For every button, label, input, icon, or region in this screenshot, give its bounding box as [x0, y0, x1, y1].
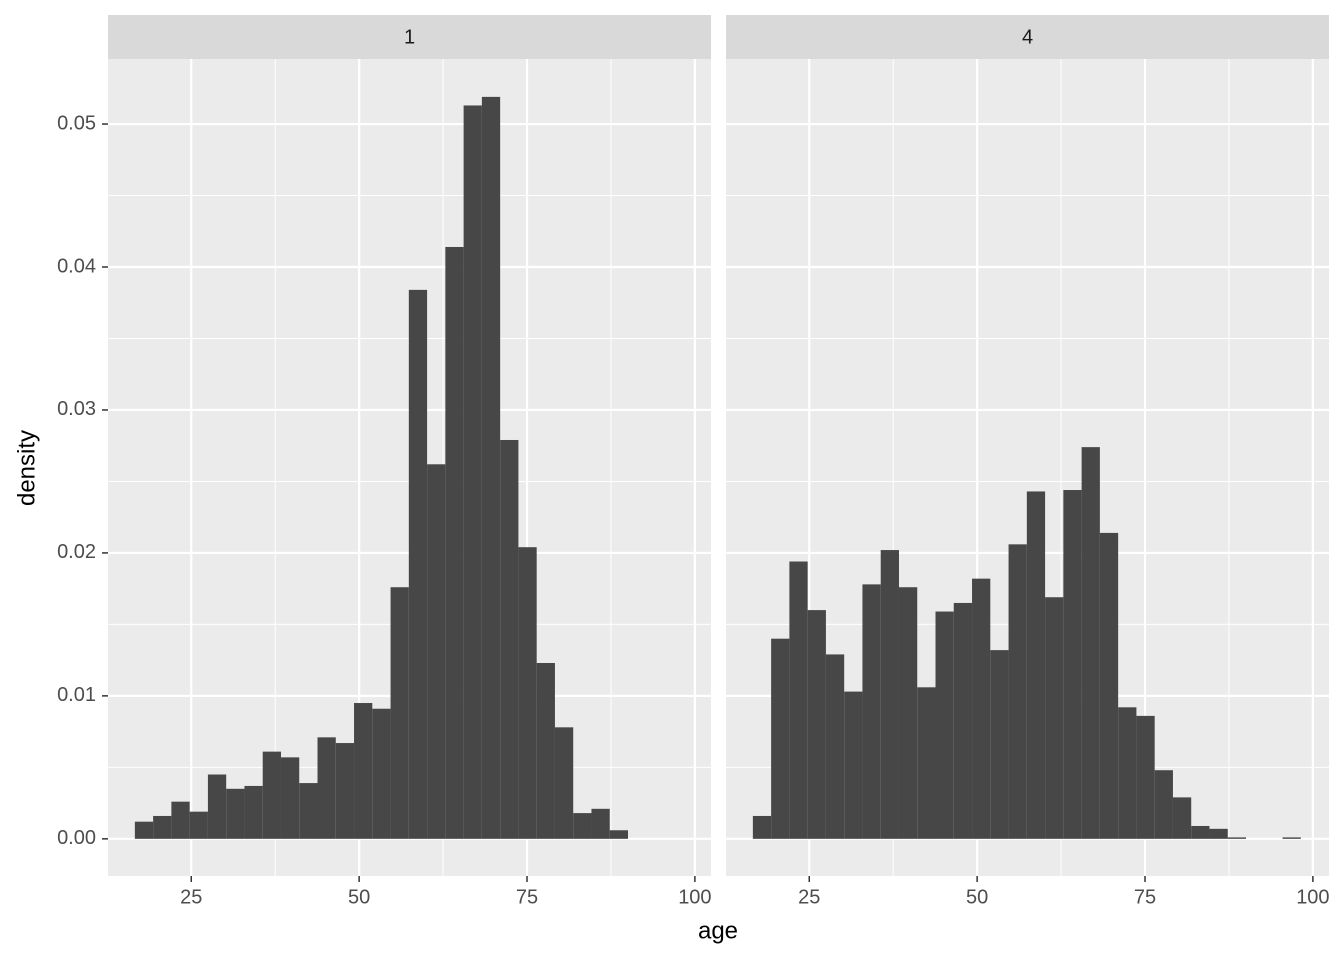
bar [189, 811, 208, 839]
x-tick-label: 25 [798, 886, 820, 908]
x-tick-label: 50 [966, 886, 988, 908]
bar [390, 587, 409, 839]
bar [153, 815, 172, 839]
bar [1209, 828, 1228, 839]
bar [953, 602, 973, 839]
bar [280, 757, 300, 839]
bar [789, 561, 808, 839]
x-tick-label: 75 [516, 886, 538, 908]
bar [408, 289, 428, 839]
bar [500, 439, 519, 839]
bar [463, 105, 482, 839]
y-axis-title: density [13, 430, 40, 506]
bar [262, 751, 281, 839]
bar [554, 727, 574, 839]
bar [752, 815, 772, 839]
bar [1282, 837, 1301, 839]
bar [609, 830, 629, 839]
x-tick-label: 100 [678, 886, 711, 908]
strip-label: 4 [1022, 26, 1033, 48]
bar [354, 703, 373, 839]
bar [427, 464, 446, 839]
bar [972, 578, 991, 839]
bar [1136, 715, 1155, 839]
bar [1191, 825, 1210, 839]
bar [825, 654, 845, 839]
y-tick-label: 0.04 [57, 255, 96, 277]
bar [807, 610, 826, 839]
bar [317, 737, 336, 839]
x-tick-label: 100 [1296, 886, 1329, 908]
bar [335, 743, 355, 839]
bar [299, 783, 318, 839]
bar [134, 821, 154, 839]
bar [1227, 837, 1247, 839]
bar [518, 547, 537, 839]
x-axis-title: age [698, 917, 738, 944]
bar [226, 788, 245, 839]
bar [1154, 770, 1173, 839]
bar [481, 96, 501, 839]
bar [935, 611, 954, 839]
bar [1008, 544, 1027, 839]
y-tick-label: 0.02 [57, 541, 96, 563]
bar [862, 584, 881, 839]
bar [1045, 597, 1064, 839]
y-tick-label: 0.00 [57, 827, 96, 849]
bar [880, 550, 899, 839]
bar [1081, 447, 1100, 839]
bar [445, 246, 464, 839]
bar [1172, 797, 1192, 839]
bar [171, 801, 190, 839]
bar [591, 808, 610, 839]
y-tick-label: 0.03 [57, 398, 96, 420]
bar [1026, 491, 1046, 839]
bar [536, 662, 555, 839]
bar [573, 813, 592, 839]
bar [1063, 490, 1082, 839]
bar [898, 587, 918, 839]
bar [990, 650, 1009, 839]
x-tick-label: 25 [180, 886, 202, 908]
x-tick-label: 75 [1134, 886, 1156, 908]
bar [244, 785, 263, 839]
bar [1099, 532, 1119, 839]
bar [917, 687, 936, 839]
bar [844, 691, 863, 839]
bar [771, 638, 790, 839]
x-tick-label: 50 [348, 886, 370, 908]
bar [1118, 707, 1137, 839]
strip [726, 15, 1329, 59]
y-tick-label: 0.05 [57, 112, 96, 134]
bar [207, 774, 227, 839]
y-tick-label: 0.01 [57, 684, 96, 706]
bar [372, 708, 391, 839]
strip [108, 15, 711, 59]
strip-label: 1 [404, 26, 415, 48]
